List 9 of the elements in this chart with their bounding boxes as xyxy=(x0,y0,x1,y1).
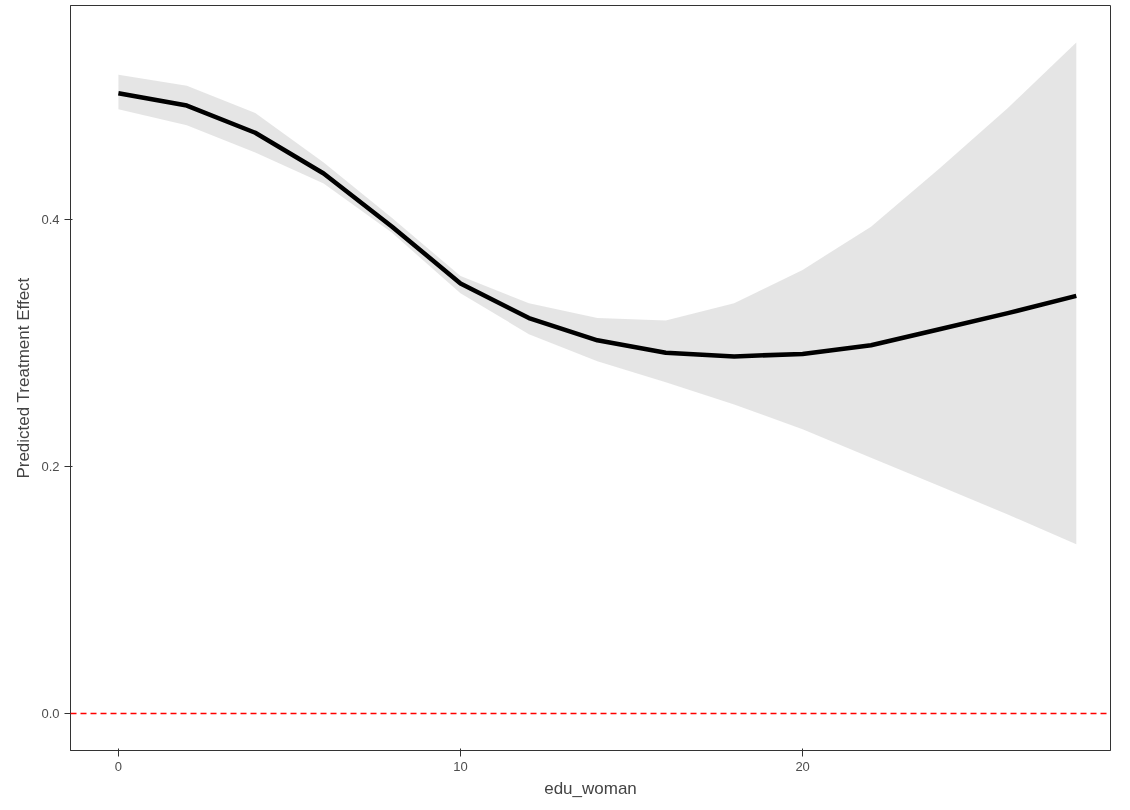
x-tick-label: 20 xyxy=(795,758,810,774)
y-tick-label: 0.2 xyxy=(41,458,60,474)
y-tick-label: 0.4 xyxy=(41,211,60,227)
x-axis-title: edu_woman xyxy=(544,778,637,798)
x-tick-label: 0 xyxy=(114,758,123,774)
y-tick-label: 0.0 xyxy=(41,705,60,721)
line-series xyxy=(116,90,1079,359)
y-axis-title: Predicted Treatment Effect xyxy=(14,277,34,479)
x-tick-label: 10 xyxy=(453,758,468,774)
